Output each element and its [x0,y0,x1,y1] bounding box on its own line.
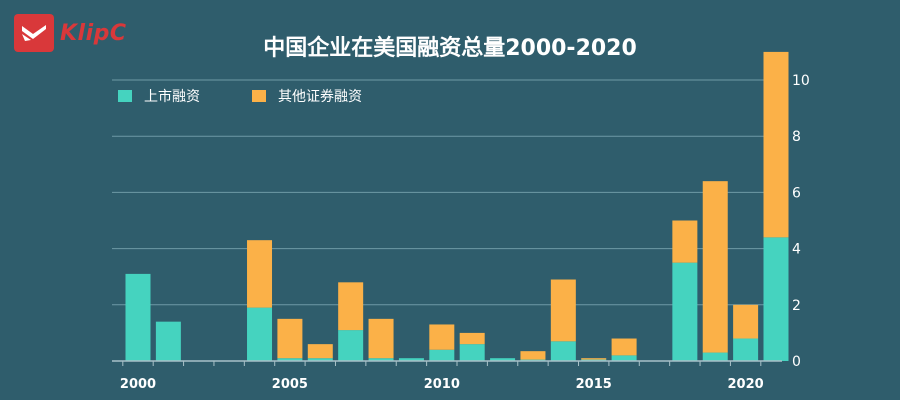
bar-other-2021 [763,51,789,238]
legend-label-other: 其他证券融资 [278,89,362,105]
bar-listing-2004 [247,307,273,361]
klipc-logo-icon [14,14,54,52]
bar-other-2016 [611,338,637,356]
logo-text: KlipC [60,20,127,46]
bar-listing-2005 [277,358,303,361]
bar-other-2020 [733,304,759,339]
legend-swatch-other [252,90,266,102]
bar-listing-2012 [490,358,516,361]
y-tick-label-0: 0 [792,354,801,370]
legend-item-other: 其他证券融资 [252,86,362,106]
y-tick-label-8: 8 [792,129,801,145]
legend-label-listing: 上市融资 [144,89,200,105]
bar-other-2013 [520,351,546,360]
bar-listing-2008 [368,358,394,361]
bar-other-2004 [247,240,273,308]
bar-listing-2020 [733,338,759,361]
bar-listing-2021 [763,237,789,361]
bar-other-2011 [459,332,485,345]
bar-listing-2000 [125,273,151,361]
bar-listing-2014 [550,341,576,361]
legend-swatch-listing [118,90,132,102]
bar-other-2015 [581,358,607,360]
bar-other-2010 [429,324,455,350]
bar-other-2006 [307,344,333,359]
chart-title: 中国企业在美国融资总量2000-2020 [263,36,637,61]
bar-listing-2011 [459,344,485,361]
x-tick-label-2005: 2005 [272,377,308,392]
bar-other-2008 [368,318,394,359]
bar-listing-2006 [307,358,333,361]
y-tick-label-4: 4 [792,242,801,258]
bar-listing-2018 [672,262,698,361]
bar-listing-2007 [338,330,364,361]
x-tick-label-2015: 2015 [576,377,612,392]
legend: 上市融资 其他证券融资 [118,86,414,106]
y-tick-label-2: 2 [792,298,801,314]
x-tick-label-2000: 2000 [120,377,156,392]
bar-listing-2010 [429,349,455,361]
bar-listing-2009 [398,358,424,361]
legend-item-listing: 上市融资 [118,86,200,106]
bar-other-2019 [702,181,728,353]
y-tick-label-10: 10 [792,73,810,89]
brand-logo: KlipC [14,14,127,52]
bar-other-2014 [550,279,576,342]
bar-other-2007 [338,282,364,331]
x-tick-label-2020: 2020 [728,377,764,392]
bar-listing-2019 [702,352,728,361]
y-tick-label-6: 6 [792,185,801,201]
bar-listing-2016 [611,355,637,361]
x-tick-label-2010: 2010 [424,377,460,392]
bar-listing-2001 [155,321,181,361]
bar-other-2005 [277,318,303,359]
bar-other-2018 [672,220,698,263]
